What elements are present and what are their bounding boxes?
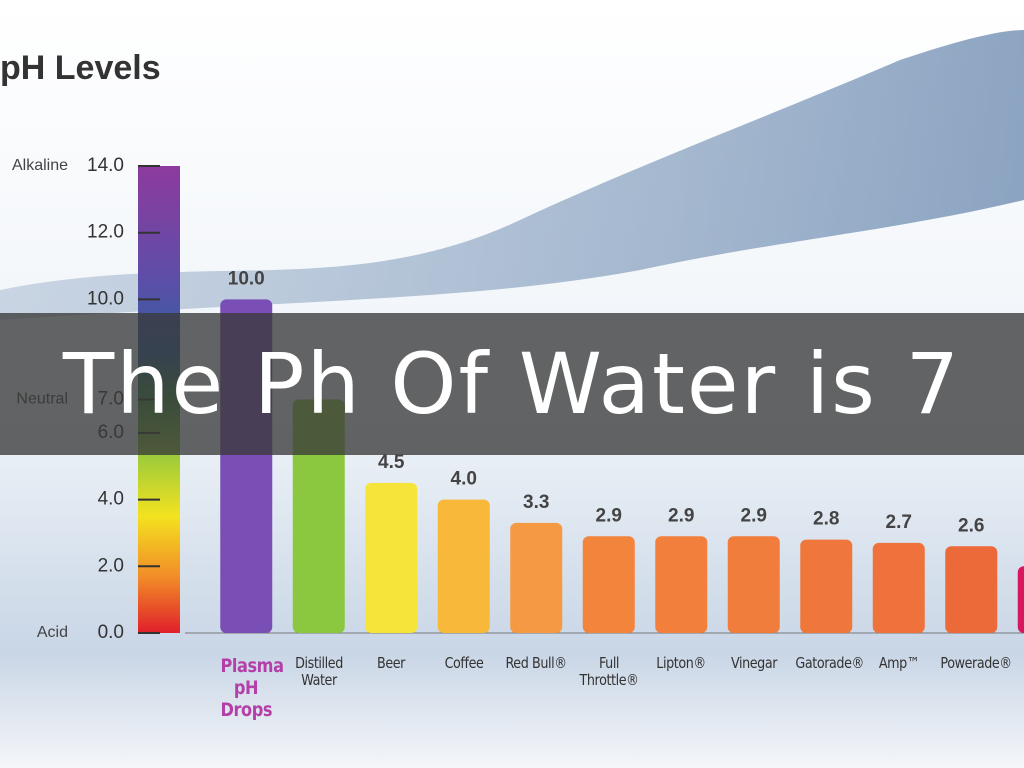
- caption: The Ph Of Water is 7: [62, 335, 962, 433]
- y-tick-label: 12.0: [87, 222, 124, 243]
- y-tick-label: 2.0: [98, 555, 124, 576]
- water-wave: [0, 30, 1024, 320]
- x-tick-label: Coffee: [444, 654, 484, 672]
- value-label: 2.9: [668, 505, 694, 526]
- value-label: 2.8: [813, 509, 839, 530]
- bar: [655, 536, 708, 633]
- x-tick-label: Full Throttle®: [579, 654, 639, 689]
- value-label: 2.9: [596, 505, 622, 526]
- x-tick-label: Red Bull®: [505, 654, 568, 672]
- value-label: 2.9: [741, 505, 767, 526]
- x-tick-label: Beer: [377, 654, 406, 672]
- bar: [1017, 566, 1024, 633]
- y-tick-label: 4.0: [98, 489, 124, 510]
- value-label: 4.0: [451, 469, 477, 490]
- bar: [582, 536, 635, 633]
- chart-title: pH Levels: [0, 49, 161, 87]
- bar: [945, 546, 998, 633]
- side-label: Alkaline: [12, 157, 68, 174]
- x-tick-label: Lipton®: [656, 654, 707, 672]
- bar: [872, 542, 925, 633]
- value-label: 3.3: [523, 492, 549, 513]
- x-tick-label: Distilled Water: [294, 654, 343, 689]
- bar: [727, 536, 780, 633]
- x-tick-label: Vinegar: [730, 654, 778, 672]
- bar: [800, 539, 853, 633]
- value-label: 4.5: [378, 452, 405, 473]
- x-tick-label: Powerade®: [940, 654, 1013, 672]
- value-label: 2.6: [958, 515, 984, 536]
- x-tick-label: Amp™: [878, 654, 920, 672]
- bar: [437, 499, 490, 633]
- y-tick-label: 10.0: [87, 288, 124, 309]
- y-tick-label: 0.0: [98, 622, 124, 643]
- value-label: 10.0: [228, 268, 265, 289]
- value-label: 2.7: [886, 512, 912, 533]
- x-tick-label: Plasma pH Drops: [220, 655, 284, 721]
- x-tick-label: Gatorade®: [795, 654, 865, 672]
- bar: [510, 522, 563, 633]
- y-tick-label: 14.0: [87, 155, 124, 176]
- bar: [292, 399, 345, 633]
- caption-band: The Ph Of Water is 7: [0, 313, 1024, 455]
- side-label: Acid: [37, 624, 68, 641]
- bar: [365, 482, 418, 633]
